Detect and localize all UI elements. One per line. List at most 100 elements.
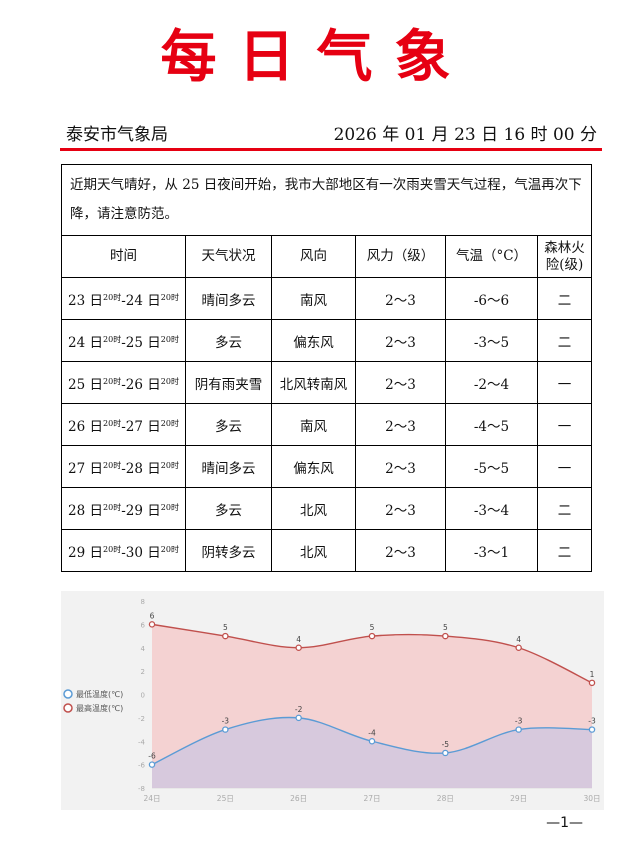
data-label-min: -6 [148,752,156,761]
cell-weather: 晴间多云 [185,445,272,488]
cell-weather: 多云 [185,403,272,446]
forecast-summary: 近期天气晴好，从 25 日夜间开始，我市大部地区有一次雨夹雪天气过程，气温再次下… [60,164,593,236]
time-sep: - [121,418,126,435]
data-point-min [368,737,376,745]
time-sep: - [121,376,126,393]
cell-wind-direction: 偏东风 [271,445,356,488]
time-start-day: 25 日 [68,376,104,393]
cell-wind-force: 2～3 [355,319,446,362]
forecast-table: 近期天气晴好，从 25 日夜间开始，我市大部地区有一次雨夹雪天气过程，气温再次下… [60,164,593,572]
time-start-day: 29 日 [68,544,104,561]
time-sep: - [121,292,126,309]
data-point-min [148,761,156,768]
data-label-min: -4 [368,728,376,737]
legend-label-min: 最低温度(℃) [76,689,123,699]
time-end-hour: 20时 [160,334,179,344]
cell-time: 27 日20时-28 日20时 [61,445,186,488]
data-point-max [515,644,522,652]
time-end-day: 29 日 [125,502,161,519]
time-sep: - [121,460,126,477]
table-row: 25 日20时-26 日20时 阴有雨夹雪 北风转南风 2～3 -2～4 一 [61,361,593,404]
header-weather: 天气状况 [185,235,272,278]
cell-fire-risk: 一 [536,361,593,404]
cell-temperature: -6～6 [445,277,538,320]
time-start-hour: 20时 [103,460,122,470]
data-point-max [295,644,302,652]
header-fire-risk: 森林火险(级) [536,235,593,278]
data-label-min: -5 [442,740,450,749]
data-label-min: -2 [295,705,303,714]
data-label-max: 6 [150,611,155,620]
x-tick-label: 28日 [437,794,454,803]
time-start-day: 27 日 [68,460,104,477]
document-title: 每日气象 [160,24,473,90]
data-point-max [442,632,449,640]
data-point-min [442,749,449,757]
cell-weather: 多云 [185,319,272,362]
data-label-min: -3 [588,717,596,726]
cell-weather: 阴转多云 [185,529,272,572]
data-point-min [515,726,522,733]
data-label-min: -3 [222,717,230,726]
header-temperature: 气温（°C） [445,235,538,278]
data-point-max [222,632,229,640]
time-end-hour: 20时 [160,502,179,512]
cell-wind-force: 2～3 [355,445,446,488]
cell-fire-risk: 一 [536,403,593,446]
time-sep: - [121,544,126,561]
header-wind-direction: 风向 [271,235,356,278]
x-tick-label: 24日 [143,794,160,803]
time-end-day: 25 日 [125,334,161,351]
x-tick-label: 26日 [290,794,307,803]
cell-wind-direction: 南风 [271,277,356,320]
cell-temperature: -5～5 [445,445,538,488]
cell-time: 23 日20时-24 日20时 [61,277,186,320]
y-tick-label: -2 [138,715,145,723]
y-tick-label: 4 [141,645,146,653]
time-end-day: 27 日 [125,418,161,435]
data-label-max: 4 [296,635,301,644]
cell-wind-direction: 南风 [271,403,356,446]
data-label-max: 5 [443,623,448,632]
time-end-hour: 20时 [160,418,179,428]
issuing-organization: 泰安市气象局 [66,125,168,145]
data-point-max [588,679,596,687]
cell-time: 24 日20时-25 日20时 [61,319,186,362]
cell-fire-risk: 二 [536,319,593,362]
page-number: —1— [546,815,583,831]
y-tick-label: 0 [141,692,145,700]
time-end-day: 30 日 [125,544,161,561]
cell-temperature: -3～1 [445,529,538,572]
data-point-min [588,726,596,733]
x-tick-label: 27日 [363,794,380,803]
table-row: 23 日20时-24 日20时 晴间多云 南风 2～3 -6～6 二 [61,277,593,320]
data-label-max: 1 [590,670,595,679]
cell-fire-risk: 二 [536,487,593,530]
cell-wind-direction: 偏东风 [271,319,356,362]
time-end-day: 28 日 [125,460,161,477]
cell-temperature: -3～5 [445,319,538,362]
y-tick-label: 6 [141,621,146,629]
time-end-day: 24 日 [125,292,161,309]
time-start-hour: 20时 [103,544,122,554]
time-sep: - [121,334,126,351]
time-start-hour: 20时 [103,292,122,302]
cell-fire-risk: 二 [536,529,593,572]
issue-datetime: 2026 年 01 月 23 日 16 时 00 分 [333,125,597,145]
cell-fire-risk: 二 [536,277,593,320]
time-start-hour: 20时 [103,502,122,512]
table-header-row: 时间 天气状况 风向 风力（级） 气温（°C） 森林火险(级) [61,235,593,278]
cell-wind-force: 2～3 [355,529,446,572]
cell-wind-force: 2～3 [355,403,446,446]
cell-wind-force: 2～3 [355,487,446,530]
x-tick-label: 29日 [510,794,527,803]
cell-wind-force: 2～3 [355,361,446,404]
y-tick-label: -6 [138,762,146,770]
table-row: 28 日20时-29 日20时 多云 北风 2～3 -3～4 二 [61,487,593,530]
header-wind-force: 风力（级） [355,235,446,278]
cell-wind-direction: 北风 [271,529,356,572]
data-point-min [295,714,302,722]
cell-temperature: -2～4 [445,361,538,404]
cell-weather: 晴间多云 [185,277,272,320]
